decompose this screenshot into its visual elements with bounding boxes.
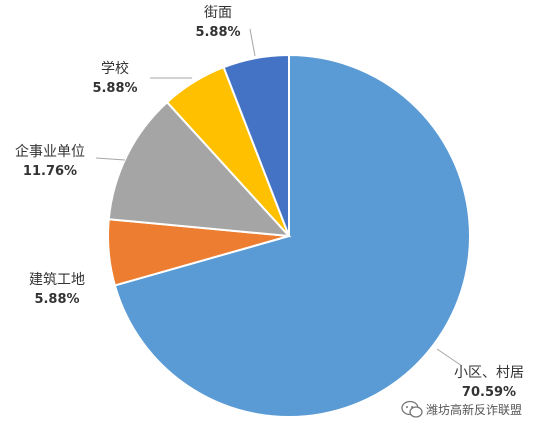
slice-label-value-5: 5.88% xyxy=(195,25,240,40)
leader-line-5 xyxy=(249,28,256,57)
slice-label-name-1: 小区、村居 xyxy=(454,365,524,381)
data-labels: 小区、村居 70.59% 建筑工地 5.88% 企事业单位 11.76% 学校 5.88% 街面… xyxy=(15,5,524,400)
slice-label-value-2: 5.88% xyxy=(34,292,79,307)
slice-label-name-5: 街面 xyxy=(204,5,232,21)
slice-label-value-4: 5.88% xyxy=(92,81,137,96)
slice-label-value-3: 11.76% xyxy=(23,164,77,179)
slice-label-name-3: 企事业单位 xyxy=(15,143,85,160)
slice-label-name-4: 学校 xyxy=(101,60,129,77)
pie-slice-5 xyxy=(222,53,290,237)
slice-label-name-2: 建筑工地 xyxy=(29,272,85,288)
leader-line-1 xyxy=(436,348,463,367)
pie-slice-3 xyxy=(107,100,292,238)
slice-label-value-1: 70.59% xyxy=(462,385,516,400)
leader-lines xyxy=(95,28,463,367)
watermark: 潍坊高新反诈联盟 xyxy=(401,400,522,418)
pie-slices xyxy=(107,53,471,418)
leader-line-3 xyxy=(95,157,126,161)
wechat-icon xyxy=(401,400,423,418)
watermark-text: 潍坊高新反诈联盟 xyxy=(426,402,522,417)
pie-slice-1 xyxy=(113,53,471,418)
